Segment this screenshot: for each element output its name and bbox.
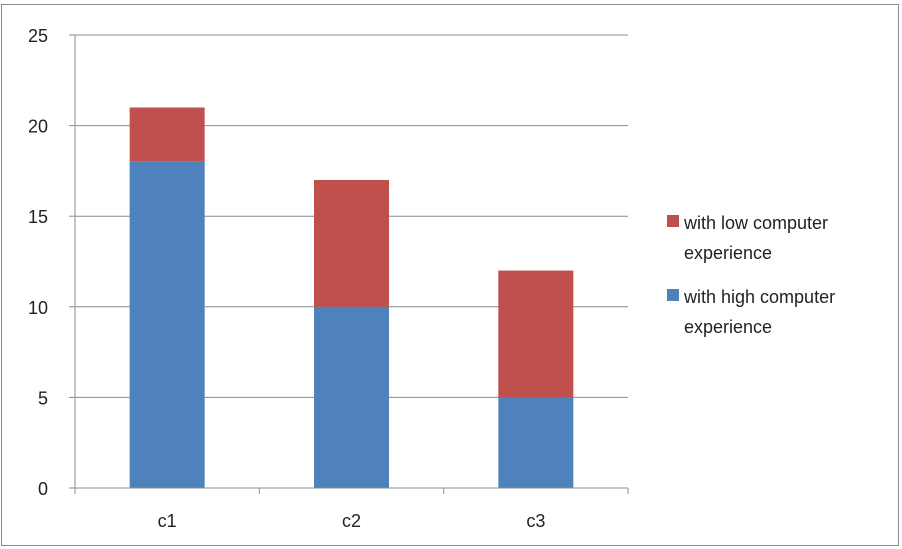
y-tick-label: 10 [28, 298, 48, 318]
legend-label: with low computer experience [683, 213, 828, 263]
axes [69, 34, 629, 494]
y-axis-tick-labels: 0 5 10 15 20 25 [28, 26, 48, 499]
y-tick-label: 15 [28, 207, 48, 227]
legend-label-line: with high computer [683, 287, 835, 307]
x-tick-label: c2 [342, 511, 361, 531]
x-tick-label: c1 [158, 511, 177, 531]
bar-segment-c3-series-1 [498, 397, 574, 488]
y-tick-label: 0 [38, 479, 48, 499]
bar-segment-c3-series-2 [498, 270, 574, 398]
y-tick-label: 20 [28, 117, 48, 137]
bar-segment-c2-series-2 [314, 179, 389, 307]
legend-label-line: experience [684, 243, 772, 263]
legend-item: with high computer experience [667, 287, 835, 337]
x-axis-tick-labels: c1 c2 c3 [158, 511, 546, 531]
legend-label: with high computer experience [683, 287, 835, 337]
x-tick-label: c3 [526, 511, 545, 531]
legend-label-line: with low computer [683, 213, 828, 233]
bars [129, 107, 574, 488]
legend-item: with low computer experience [667, 213, 828, 263]
legend-swatch [667, 289, 679, 301]
legend-swatch [667, 215, 679, 227]
bar-segment-c2-series-1 [314, 306, 389, 488]
bar-segment-c1-series-1 [129, 161, 205, 488]
legend-label-line: experience [684, 317, 772, 337]
bar-segment-c1-series-2 [129, 107, 205, 162]
y-tick-label: 5 [38, 388, 48, 408]
y-tick-label: 25 [28, 26, 48, 46]
